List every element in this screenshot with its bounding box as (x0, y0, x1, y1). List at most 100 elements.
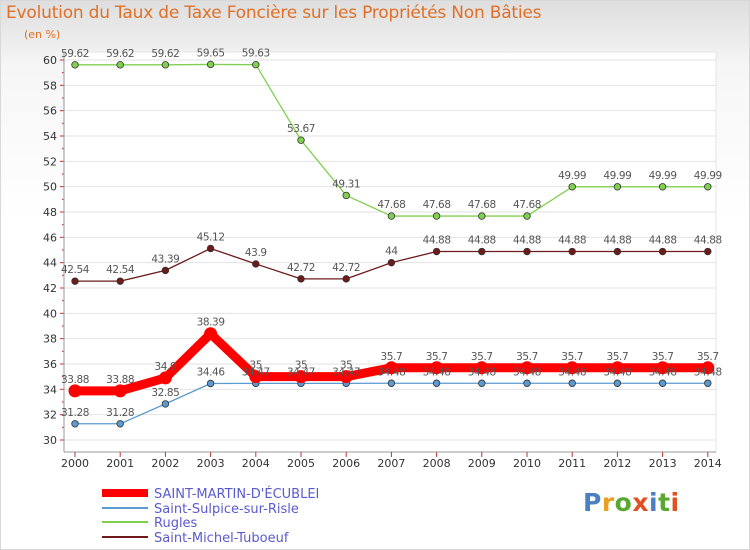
y-tick-label: 42 (43, 282, 57, 295)
data-point (701, 361, 715, 375)
data-point (249, 370, 263, 384)
data-label: 35 (295, 360, 308, 372)
y-tick-label: 50 (43, 181, 57, 194)
data-point (523, 212, 531, 220)
data-label: 42.72 (332, 262, 360, 274)
data-label: 47.68 (513, 199, 541, 211)
logo-letter: P (583, 488, 602, 517)
data-point (71, 420, 79, 428)
data-point (658, 247, 667, 256)
x-tick-label: 2002 (151, 457, 179, 470)
data-label: 31.28 (61, 407, 89, 419)
data-point (342, 191, 350, 200)
data-point (432, 247, 441, 256)
data-point (478, 212, 486, 220)
data-label: 38.39 (197, 317, 225, 329)
data-point (116, 420, 124, 428)
data-label: 34.47 (332, 366, 360, 378)
chart-title: Evolution du Taux de Taxe Foncière sur l… (6, 3, 542, 23)
unit-label: (en %) (24, 28, 61, 41)
data-point (206, 379, 215, 388)
x-tick-label: 2010 (513, 457, 541, 470)
data-point (565, 361, 579, 375)
x-tick-label: 2007 (377, 457, 405, 470)
data-point (68, 384, 82, 398)
data-label: 44.88 (694, 235, 722, 247)
x-tick-label: 2004 (242, 457, 270, 470)
data-label: 35.7 (652, 351, 674, 363)
data-point (610, 361, 624, 375)
data-point (113, 384, 127, 398)
data-label: 34.48 (423, 366, 451, 378)
data-point (252, 260, 260, 268)
y-tick-label: 34 (43, 383, 57, 396)
data-label: 59.65 (197, 47, 225, 59)
data-label: 43.39 (151, 253, 179, 265)
data-point (297, 136, 305, 144)
data-label: 35.7 (426, 351, 448, 363)
x-tick-label: 2012 (603, 457, 631, 470)
y-tick-label: 40 (43, 307, 57, 320)
data-label: 34.48 (649, 366, 677, 378)
data-point (704, 379, 712, 387)
data-label: 34.48 (513, 366, 541, 378)
data-point (384, 361, 398, 375)
y-tick-label: 60 (43, 54, 57, 67)
data-point (704, 247, 712, 256)
data-label: 44.88 (468, 235, 496, 247)
legend-label: Saint-Sulpice-sur-Risle (154, 502, 299, 517)
data-point (339, 370, 353, 384)
data-point (432, 212, 441, 220)
legend-label: SAINT-MARTIN-D'ÉCUBLEI (154, 486, 319, 502)
data-label: 59.62 (106, 48, 134, 60)
x-tick-label: 2014 (694, 457, 722, 470)
x-tick-label: 2009 (468, 457, 496, 470)
x-tick-label: 2005 (287, 457, 315, 470)
data-label: 34.46 (197, 367, 226, 379)
logo-letter: t (658, 488, 671, 517)
data-point (658, 183, 667, 191)
data-label: 45.12 (197, 231, 225, 243)
data-label: 35.7 (381, 351, 403, 363)
data-label: 47.68 (468, 199, 496, 211)
y-tick-label: 56 (43, 105, 57, 118)
data-label: 42.54 (106, 264, 135, 276)
data-point (656, 361, 670, 375)
legend-label: Rugles (154, 516, 198, 531)
data-label: 49.99 (694, 170, 722, 182)
data-label: 42.54 (61, 264, 90, 276)
data-label: 44.88 (513, 235, 541, 247)
data-label: 33.88 (61, 374, 89, 386)
data-label: 44.88 (423, 235, 451, 247)
data-label: 59.63 (242, 48, 270, 60)
data-point (116, 61, 124, 69)
logo-letter: i (670, 488, 680, 517)
data-point (294, 370, 308, 384)
data-point (520, 361, 534, 375)
data-label: 34.47 (242, 366, 270, 378)
y-tick-label: 30 (43, 434, 57, 447)
y-tick-label: 38 (43, 333, 57, 346)
data-label: 35.7 (471, 351, 493, 363)
data-point (432, 379, 441, 387)
data-point (158, 371, 172, 385)
logo-letter: i (649, 488, 659, 517)
data-point (161, 400, 170, 408)
data-label: 59.62 (151, 48, 179, 60)
y-tick-label: 52 (43, 155, 57, 168)
logo-letter: o (614, 488, 633, 517)
data-point (297, 275, 305, 283)
legend-label: Saint-Michel-Tuboeuf (154, 531, 289, 546)
data-label: 49.31 (332, 178, 360, 190)
data-point (387, 258, 396, 267)
x-tick-label: 2006 (332, 457, 360, 470)
logo-letter: r (601, 488, 615, 517)
data-point (71, 277, 79, 285)
y-tick-label: 58 (43, 79, 57, 92)
x-tick-label: 2001 (106, 457, 134, 470)
data-label: 34.47 (287, 366, 315, 378)
proxiti-logo: Proxiti (583, 488, 680, 517)
data-label: 47.68 (423, 199, 451, 211)
data-point (116, 277, 124, 285)
